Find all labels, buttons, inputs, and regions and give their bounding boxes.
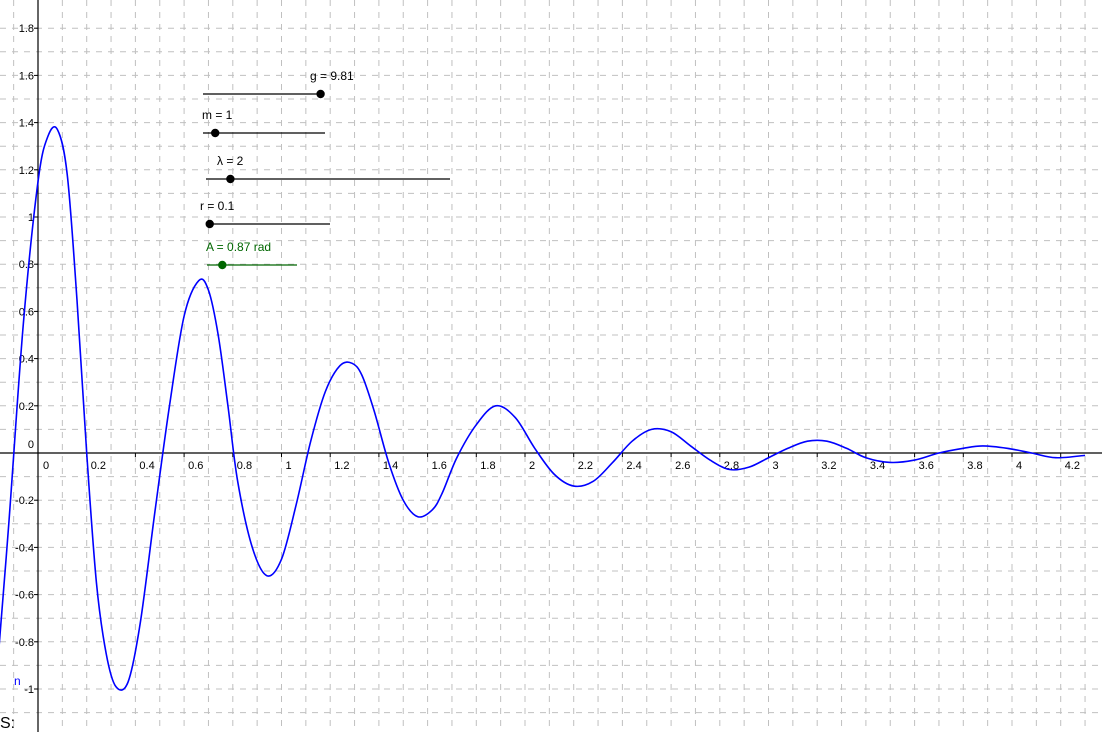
parameter-slider[interactable]: A = 0.87 rad [206,240,297,270]
x-tick-label: 2 [529,460,535,472]
slider-label: m = 1 [202,108,233,122]
parameter-slider[interactable]: r = 0.1 [200,199,330,229]
x-tick-label: 0 [43,460,49,472]
slider-label: r = 0.1 [200,199,235,213]
y-tick-label: 1.4 [19,118,34,130]
y-tick-label: 0.4 [19,354,34,366]
x-tick-label: 1.2 [334,460,349,472]
x-tick-label: 0.4 [139,460,154,472]
slider-label: A = 0.87 rad [206,240,271,254]
slider-knob[interactable] [226,174,235,184]
damped-oscillation-curve [0,126,1086,691]
parameter-slider[interactable]: g = 9.81 [203,69,354,99]
partial-label: S: [0,715,15,732]
parameter-slider[interactable]: m = 1 [202,108,325,138]
y-tick-label: 1.2 [19,165,34,177]
y-tick-label: -0.2 [15,495,34,507]
x-tick-label: 0.8 [237,460,252,472]
slider-knob[interactable] [316,89,325,99]
y-tick-label: 0.6 [19,306,34,318]
x-tick-label: 1 [286,460,292,472]
x-tick-label: 0.2 [91,460,106,472]
x-tick-label: 3.8 [967,460,982,472]
y-tick-label: 1 [28,212,34,224]
slider-knob[interactable] [218,260,227,270]
y-tick-label: 0 [28,439,34,451]
slider-knob[interactable] [211,128,220,138]
y-tick-label: 1.8 [19,23,34,35]
y-tick-label: -1 [24,684,34,696]
x-tick-label: 4.2 [1065,460,1080,472]
slider-knob[interactable] [205,219,214,229]
x-tick-label: 2.4 [626,460,641,472]
slider-label: λ = 2 [217,154,244,168]
x-tick-label: 3 [773,460,779,472]
x-tick-label: 0.6 [188,460,203,472]
slider-label: g = 9.81 [310,69,354,83]
y-tick-label: -0.6 [15,590,34,602]
x-tick-label: 3.4 [870,460,885,472]
x-tick-label: 2.2 [578,460,593,472]
x-tick-label: 2.6 [675,460,690,472]
y-tick-label: 0.8 [19,259,34,271]
x-tick-label: 4 [1016,460,1022,472]
x-tick-label: 1.8 [480,460,495,472]
curve-point-label: n [14,674,21,688]
y-tick-label: -0.8 [15,637,34,649]
x-tick-label: 3.6 [919,460,934,472]
y-tick-label: -0.4 [15,542,34,554]
parameter-slider[interactable]: λ = 2 [206,154,450,184]
sliders[interactable]: g = 9.81 m = 1 λ = 2 r = 0.1 A = 0.87 rad [200,69,450,270]
tick-labels: 0 0.2 0.4 0.6 0.8 1 1.2 1.4 1.6 1.8 2 2.2 2.4 2.6 2.8 3… [15,23,1080,732]
x-tick-label: 3.2 [821,460,836,472]
y-tick-label: 0.2 [19,401,34,413]
curve-layer [0,126,1086,691]
y-tick-label: 1.6 [19,70,34,82]
x-tick-label: 1.6 [432,460,447,472]
